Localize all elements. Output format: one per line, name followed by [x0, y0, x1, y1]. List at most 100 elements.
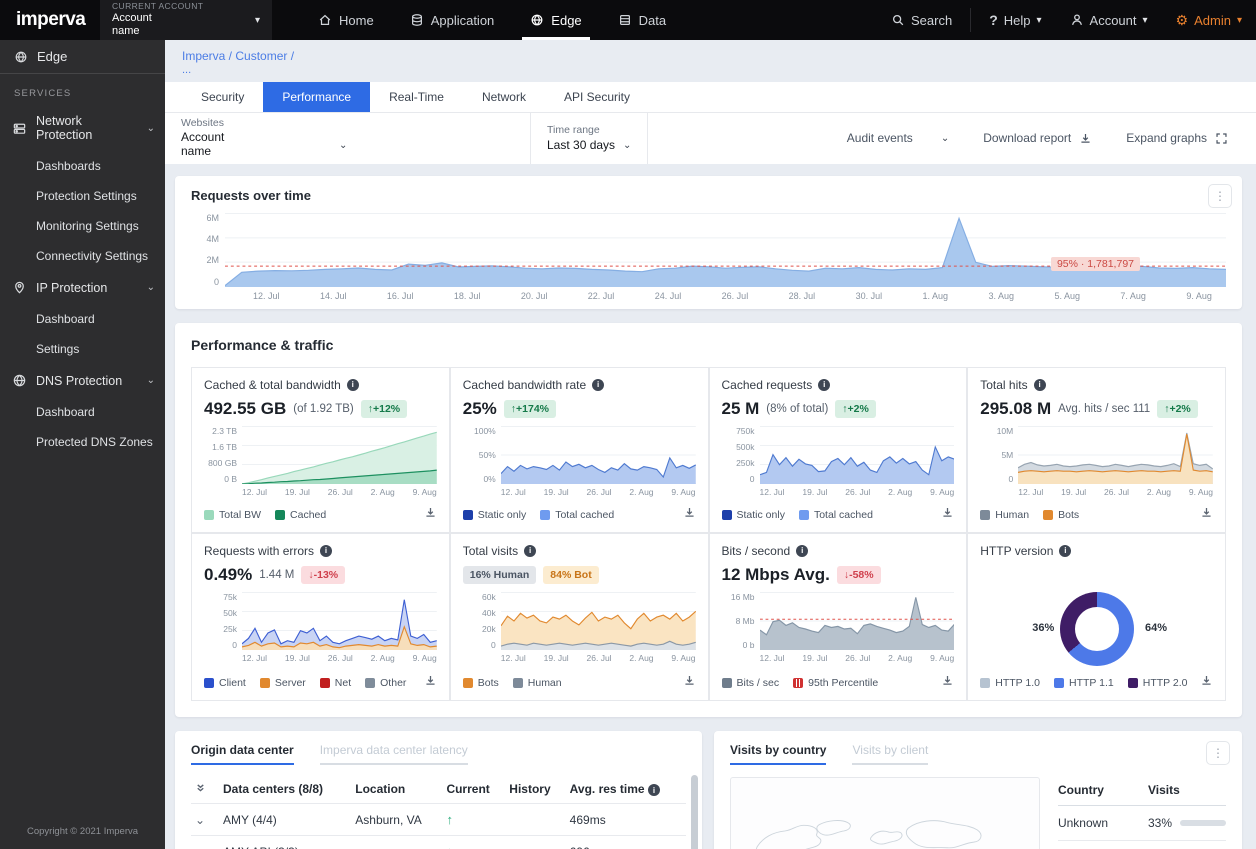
download-report-button[interactable]: Download report: [969, 123, 1106, 153]
axis-tick: 0: [232, 639, 237, 650]
axis-tick: 500k: [736, 441, 755, 452]
metric-chart: [242, 425, 437, 484]
sidebar-item-dashboards[interactable]: Dashboards: [36, 159, 101, 173]
axis-tick: 26. Jul: [721, 290, 749, 301]
axis-tick: 100%: [474, 425, 496, 436]
expand-graphs-button[interactable]: Expand graphs: [1112, 123, 1242, 153]
info-icon[interactable]: i: [346, 378, 359, 391]
table-scrollbar[interactable]: [691, 774, 698, 849]
metric-value-row: 295.08 M Avg. hits / sec 111 ↑+2%: [980, 398, 1213, 420]
sidebar-item-dns-dashboard[interactable]: Dashboard: [36, 405, 95, 419]
download-icon[interactable]: [424, 506, 437, 524]
axis-tick: 2.3 TB: [212, 425, 237, 436]
expand-all-icon[interactable]: [191, 775, 219, 804]
visits-by-country-card: Visits by country Visits by client ⋮: [714, 730, 1242, 849]
axis-tick: 5. Aug: [1054, 290, 1080, 301]
breadcrumb-line1[interactable]: Imperva / Customer /: [182, 49, 295, 63]
network-protection-icon: [13, 123, 26, 134]
row-expand-chevron[interactable]: ⌄: [191, 803, 219, 836]
chevron-down-icon: ⌄: [940, 132, 950, 144]
info-icon[interactable]: i: [524, 544, 537, 557]
axis-tick: 1. Aug: [922, 290, 949, 301]
axis-tick: 8 Mb: [735, 615, 755, 626]
axis-tick: 0: [1008, 473, 1014, 484]
nav-edge[interactable]: Edge: [512, 0, 599, 40]
kebab-menu-button[interactable]: ⋮: [1206, 740, 1230, 765]
info-icon[interactable]: i: [1059, 544, 1072, 557]
info-icon[interactable]: i: [818, 378, 831, 391]
axis-tick: 9. Aug: [412, 486, 437, 497]
application-icon: [411, 14, 422, 26]
nav-application[interactable]: Application: [392, 0, 513, 40]
info-icon[interactable]: i: [647, 784, 660, 797]
list-item[interactable]: Unknown 33%: [1057, 806, 1226, 841]
download-icon[interactable]: [941, 506, 954, 524]
metric-title: HTTP version: [980, 543, 1054, 558]
download-icon[interactable]: [683, 506, 696, 524]
help-menu[interactable]: ? Help ▾: [975, 0, 1055, 40]
sidebar-item-monitoring-settings[interactable]: Monitoring Settings: [36, 219, 139, 233]
tab-security[interactable]: Security: [201, 89, 245, 104]
dc-history: [505, 835, 566, 849]
tab-real-time[interactable]: Real-Time: [389, 89, 444, 104]
tab-performance[interactable]: Performance: [263, 81, 371, 112]
info-icon[interactable]: i: [1033, 378, 1046, 391]
info-icon[interactable]: i: [592, 378, 605, 391]
tab-api-security[interactable]: API Security: [563, 89, 631, 104]
sidebar-item-connectivity-settings[interactable]: Connectivity Settings: [36, 249, 149, 263]
main-content: Imperva / Customer / ... Security Perfor…: [165, 40, 1256, 849]
metric-chart-zone: 2.3 TB 1.6 TB 800 GB 0 B 12. Jul 19. Jul 26. J…: [204, 425, 437, 498]
sidebar-section-ip-protection[interactable]: IP Protection ⌄: [0, 271, 165, 304]
tab-imperva-dc-latency[interactable]: Imperva data center latency: [319, 743, 468, 765]
info-icon[interactable]: i: [796, 544, 809, 557]
table-row[interactable]: ⌄ AMY API (3/3) ↑ 696ms: [191, 835, 686, 849]
tab-network[interactable]: Network: [481, 89, 526, 104]
sidebar-item-ip-settings[interactable]: Settings: [36, 342, 80, 356]
kebab-menu-button[interactable]: ⋮: [1208, 183, 1232, 208]
tab-visits-by-country[interactable]: Visits by country: [730, 743, 827, 765]
legend-item: Total BW: [204, 509, 261, 521]
sidebar-header-edge[interactable]: Edge: [0, 40, 165, 74]
row-expand-chevron[interactable]: ⌄: [191, 835, 219, 849]
metric-chart-zone: 60k 40k 20k 0 12. Jul 19. Jul 26. Jul 2. Aug 9. …: [463, 591, 696, 666]
axis-tick: 9. Aug: [671, 486, 696, 497]
download-icon[interactable]: [1200, 506, 1213, 524]
search-button[interactable]: Search: [877, 0, 966, 40]
breadcrumb[interactable]: Imperva / Customer / ...: [165, 40, 1256, 82]
download-icon[interactable]: [1200, 674, 1213, 692]
axis-tick: 9. Aug: [1188, 486, 1213, 497]
sidebar-section-dns-protection[interactable]: DNS Protection ⌄: [0, 364, 165, 397]
legend-item: Total cached: [798, 509, 873, 521]
tab-visits-by-client[interactable]: Visits by client: [852, 743, 929, 765]
percentile-annotation: 95% · 1,781,797: [1050, 256, 1140, 271]
download-icon[interactable]: [424, 674, 437, 692]
nav-data[interactable]: Data: [600, 0, 684, 40]
sidebar-section-network-protection[interactable]: Network Protection ⌄: [0, 105, 165, 151]
time-range-label: Time range: [547, 124, 600, 137]
sidebar-item-protected-dns-zones[interactable]: Protected DNS Zones: [36, 435, 153, 449]
account-menu[interactable]: Account ▾: [1056, 0, 1162, 40]
download-icon[interactable]: [683, 674, 696, 692]
metric-chart-zone: 10M 5M 0 12. Jul 19. Jul 26. Jul 2. Aug 9. Aug: [980, 425, 1213, 498]
col-visits: Visits: [1147, 782, 1180, 797]
sidebar-item-ip-dashboard[interactable]: Dashboard: [36, 312, 95, 326]
tab-origin-data-center[interactable]: Origin data center: [191, 743, 294, 765]
sidebar-item-protection-settings[interactable]: Protection Settings: [36, 189, 137, 203]
current-account-selector[interactable]: CURRENT ACCOUNT Account name ▾: [100, 0, 272, 40]
divider: [530, 112, 531, 164]
admin-menu[interactable]: ⚙ Admin ▾: [1162, 0, 1256, 40]
col-location: Location: [355, 782, 406, 796]
download-icon[interactable]: [941, 674, 954, 692]
time-range-filter[interactable]: Time range Last 30 days ⌄: [531, 113, 647, 164]
table-row[interactable]: ⌄ AMY (4/4) Ashburn, VA ↑ 469ms: [191, 803, 686, 836]
account-label: Account: [1089, 12, 1137, 28]
change-badge: ↑+2%: [835, 399, 876, 418]
topbar: imperva CURRENT ACCOUNT Account name ▾ H…: [0, 0, 1256, 40]
info-icon[interactable]: i: [320, 544, 333, 557]
nav-home[interactable]: Home: [300, 0, 392, 40]
metric-chart-zone: 75k 50k 25k 0 12. Jul 19. Jul 26. Jul 2. Aug 9. …: [204, 591, 437, 666]
websites-filter[interactable]: Websites Account name ⌄: [165, 113, 530, 164]
axis-tick: 3. Aug: [988, 290, 1015, 301]
audit-events-dropdown[interactable]: Audit events ⌄: [833, 123, 963, 153]
legend-item: HTTP 1.1: [1054, 677, 1114, 689]
